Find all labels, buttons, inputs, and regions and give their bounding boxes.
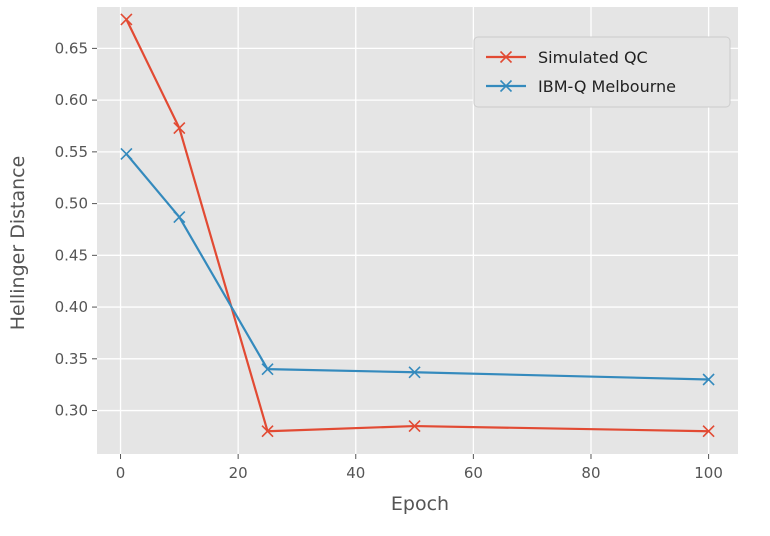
legend: Simulated QC IBM-Q Melbourne	[473, 36, 731, 108]
y-tick-label: 0.60	[55, 91, 88, 109]
x-tick-label: 40	[346, 464, 365, 482]
data-point-marker	[173, 210, 186, 224]
y-axis-ticks: 0.30 0.35 0.40 0.45 0.50 0.55 0.60 0.65	[55, 39, 97, 420]
x-tick-label: 100	[694, 464, 723, 482]
data-point-marker	[702, 373, 715, 386]
grid-lines	[97, 7, 738, 454]
y-axis-label: Hellinger Distance	[7, 156, 29, 331]
data-point-marker	[120, 13, 133, 26]
x-tick-label: 60	[464, 464, 483, 482]
data-point-marker	[261, 425, 274, 438]
legend-marker	[499, 79, 513, 93]
data-point-marker	[408, 366, 421, 379]
data-point-marker	[261, 363, 274, 376]
data-point-marker	[702, 425, 715, 438]
series-group	[120, 13, 715, 438]
data-point-marker	[408, 419, 421, 433]
x-tick-label: 0	[116, 464, 126, 482]
y-tick-label: 0.65	[55, 39, 88, 57]
y-tick-label: 0.50	[55, 195, 88, 213]
x-tick-label: 80	[581, 464, 600, 482]
y-tick-label: 0.35	[55, 350, 88, 368]
legend-label: IBM-Q Melbourne	[538, 77, 676, 96]
x-axis-label: Epoch	[391, 493, 449, 515]
data-point-marker	[120, 147, 133, 160]
y-tick-label: 0.55	[55, 143, 88, 161]
y-tick-label: 0.45	[55, 246, 88, 264]
legend-marker	[499, 50, 513, 64]
x-tick-label: 20	[229, 464, 248, 482]
legend-label: Simulated QC	[538, 48, 648, 67]
data-point-marker	[173, 121, 186, 135]
y-tick-label: 0.30	[55, 402, 88, 420]
y-tick-label: 0.40	[55, 298, 88, 316]
legend-box	[473, 36, 731, 108]
x-axis-ticks: 0 20 40 60 80 100	[116, 454, 723, 482]
